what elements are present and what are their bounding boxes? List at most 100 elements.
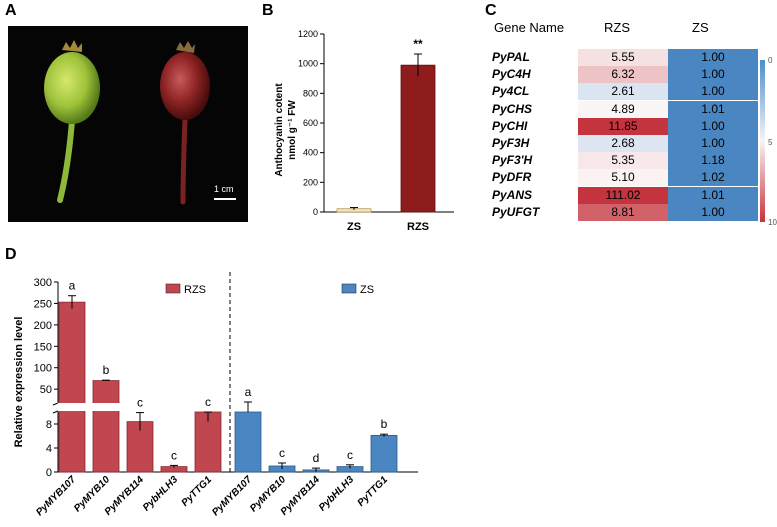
panel-label-b: B	[262, 2, 274, 19]
bar-break-gap	[58, 403, 86, 411]
gene-name: PyPAL	[492, 50, 530, 64]
legend-label: RZS	[184, 284, 206, 296]
rzs-cell: 8.81	[578, 203, 668, 221]
significance-letter: d	[313, 451, 320, 465]
y-tick-label: 1000	[298, 59, 318, 69]
significance-letter: c	[347, 448, 353, 462]
significance-letter: c	[137, 396, 143, 410]
heatmap-header-zs: ZS	[692, 20, 709, 35]
x-tick-label: PyTTG1	[180, 474, 215, 509]
expression-chart: Relative expression level 50 100 150 200 250…	[13, 272, 418, 518]
y-tick-label: 1200	[298, 29, 318, 39]
heatmap-row: PyDFR 5.10 1.02	[486, 169, 776, 187]
significance-letter: c	[205, 395, 211, 409]
heatmap-row: PyANS 111.02 1.01	[486, 186, 776, 204]
heatmap-row: PyF3'H 5.35 1.18	[486, 152, 776, 170]
y-tick-label: 150	[34, 341, 52, 353]
y-tick-label: 0	[313, 207, 318, 217]
bar-zs	[234, 411, 262, 473]
green-fruit-body	[44, 52, 100, 124]
red-fruit-stem	[180, 115, 188, 205]
y-tick-label: 200	[303, 177, 318, 187]
fruit-photo: 1 cm	[8, 26, 248, 222]
heatmap-row: PyUFGT 8.81 1.00	[486, 203, 776, 221]
x-tick-label: ZS	[347, 221, 361, 233]
significance-letter: a	[245, 385, 252, 399]
gene-name: PyCHI	[492, 118, 528, 133]
heatmap-row: PyCHI 11.85 1.00	[486, 117, 776, 135]
y-axis-label-line1: Anthocyanin cotent	[274, 83, 285, 177]
color-scale-min: 0	[768, 56, 773, 65]
zs-cell: 1.00	[668, 203, 758, 221]
zs-cell: 1.01	[668, 100, 758, 118]
y-tick-label: 200	[34, 320, 52, 332]
bar-rzs	[58, 301, 86, 473]
y-tick-label: 800	[303, 88, 318, 98]
y-axis-label-line2: nmol g⁻¹ FW	[287, 100, 298, 160]
zs-cell: 1.01	[668, 186, 758, 204]
y-tick-label: 600	[303, 118, 318, 128]
x-tick-label: RZS	[407, 221, 429, 233]
bar-rzs	[194, 411, 222, 473]
red-fruit-crown	[176, 41, 195, 53]
y-tick-label: 400	[303, 148, 318, 158]
zs-cell: 1.00	[668, 83, 758, 101]
bar-rzs	[400, 64, 436, 213]
rzs-cell: 11.85	[578, 117, 668, 135]
zs-cell: 1.00	[668, 66, 758, 84]
x-tick-label: PyTTG1	[356, 474, 391, 509]
significance-letter: c	[279, 446, 285, 460]
heatmap-row: Py4CL 2.61 1.00	[486, 83, 776, 101]
zs-cell: 1.02	[668, 169, 758, 187]
color-scale-bar	[760, 60, 765, 222]
gene-name: Py4CL	[492, 84, 530, 99]
gene-name: PyDFR	[492, 170, 532, 185]
significance-letter: b	[103, 363, 110, 377]
anthocyanin-chart: Anthocyanin cotent nmol g⁻¹ FW 0 200 400 60…	[274, 29, 454, 233]
legend-label: ZS	[360, 284, 374, 296]
color-scale-mid: 5	[768, 138, 773, 147]
rzs-cell: 5.10	[578, 169, 668, 187]
heatmap-row: PyPAL 5.55 1.00	[486, 49, 776, 66]
significance-letter: a	[69, 279, 76, 293]
gene-name: PyF3'H	[492, 153, 533, 168]
x-tick-label: PyMYB107	[34, 474, 78, 518]
heatmap-row: PyC4H 6.32 1.00	[486, 66, 776, 84]
bar-rzs	[92, 380, 120, 473]
y-tick-label: 250	[34, 298, 52, 310]
green-fruit-stem	[57, 118, 75, 203]
significance-mark: **	[413, 37, 423, 51]
scale-label: 1 cm	[214, 184, 234, 194]
gene-name: PyF3H	[492, 136, 530, 150]
gene-name: PyCHS	[492, 101, 533, 116]
fruit-illustration	[44, 40, 210, 205]
significance-letter: b	[381, 417, 388, 431]
y-tick-label: 4	[46, 443, 52, 455]
gene-name: PyUFGT	[492, 204, 540, 219]
zs-cell: 1.18	[668, 152, 758, 170]
x-tick-label: PybHLH3	[141, 474, 181, 514]
gene-name: PyANS	[492, 187, 533, 202]
heatmap-header-rzs: RZS	[604, 20, 630, 35]
gene-name: PyC4H	[492, 67, 531, 82]
legend-swatch	[165, 283, 181, 294]
heatmap-header-gene: Gene Name	[494, 20, 565, 35]
y-tick-label: 300	[34, 277, 52, 289]
legend-swatch	[341, 283, 357, 294]
rzs-cell: 6.32	[578, 66, 668, 84]
red-fruit-body	[160, 52, 210, 120]
scale-bar	[214, 198, 236, 200]
y-axis-label-group: Anthocyanin cotent nmol g⁻¹ FW	[274, 83, 298, 177]
rzs-cell: 2.61	[578, 83, 668, 101]
y-axis-label: Relative expression level	[13, 317, 25, 448]
zs-cell: 1.00	[668, 117, 758, 135]
rzs-cell: 5.55	[578, 49, 668, 66]
panel-label-a: A	[5, 2, 17, 19]
rzs-cell: 5.35	[578, 152, 668, 170]
x-tick-label: PybHLH3	[317, 474, 357, 514]
panel-label-c: C	[485, 2, 497, 19]
y-tick-label: 8	[46, 419, 52, 431]
heatmap-row: PyF3H 2.68 1.00	[486, 135, 776, 152]
panel-label-d: D	[5, 246, 17, 263]
y-tick-label: 100	[34, 363, 52, 375]
